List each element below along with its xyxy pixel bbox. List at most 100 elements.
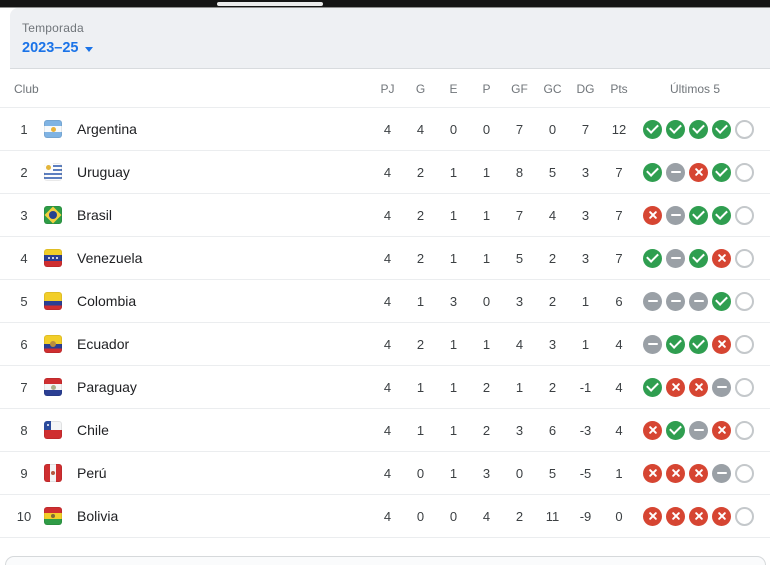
result-win-icon [712,291,731,311]
stat-gc: 5 [548,164,557,180]
stat-pts: 7 [615,207,623,223]
stat-pj: 4 [383,336,392,352]
stat-gc: 3 [548,336,557,352]
stat-pj: 4 [383,422,392,438]
result-win-icon [643,162,662,182]
result-win-icon [689,119,708,139]
result-empty-icon [735,291,754,311]
club-name: Colombia [77,293,137,309]
table-row[interactable]: 5 Colombia 4 1 3 0 3 2 1 6 [0,280,770,323]
stat-e: 3 [449,293,458,309]
season-dropdown[interactable]: 2023–25 [22,40,94,56]
table-row[interactable]: 6 Ecuador 4 2 1 1 4 3 1 4 [0,323,770,366]
stat-gf: 1 [515,379,524,395]
result-win-icon [712,119,731,139]
table-row[interactable]: 4 Venezuela 4 2 1 1 5 2 3 7 [0,237,770,280]
stat-gc: 2 [548,250,557,266]
result-win-icon [643,119,662,139]
flag-brasil-icon [44,206,62,224]
table-row[interactable]: 10 Bolivia 4 0 0 4 2 11 -9 0 [0,495,770,538]
stat-gc: 11 [545,508,560,524]
stat-p: 1 [482,164,491,180]
stat-p: 2 [482,422,491,438]
row-last5 [636,463,754,483]
result-draw-icon [712,463,731,483]
col-header-club: Club [14,81,39,96]
stat-g: 2 [416,164,425,180]
result-loss-icon [643,506,662,526]
stat-e: 0 [449,508,458,524]
result-empty-icon [735,377,754,397]
result-win-icon [666,420,685,440]
result-win-icon [666,119,685,139]
stat-gf: 2 [515,508,524,524]
stat-e: 1 [449,250,458,266]
season-label: Temporada [22,21,84,35]
table-row[interactable]: 7 Paraguay 4 1 1 2 1 2 -1 4 [0,366,770,409]
result-win-icon [643,248,662,268]
stat-dg: 3 [581,164,590,180]
result-loss-icon [666,377,685,397]
result-empty-icon [735,420,754,440]
stat-gc: 0 [548,121,557,137]
row-last5 [636,334,754,354]
table-row[interactable]: 8 Chile 4 1 1 2 3 6 -3 4 [0,409,770,452]
stat-e: 0 [449,121,458,137]
stat-p: 1 [482,336,491,352]
stat-p: 1 [482,250,491,266]
stat-pts: 4 [615,379,623,395]
result-loss-icon [712,506,731,526]
season-section: Temporada 2023–25 [10,8,770,69]
stat-g: 4 [416,121,425,137]
stat-dg: 3 [581,250,590,266]
row-stats: 4 2 1 1 7 4 3 7 [371,208,636,223]
row-stats: 4 1 1 2 3 6 -3 4 [371,423,636,438]
result-loss-icon [689,506,708,526]
stat-dg: 7 [581,121,590,137]
stat-pts: 4 [615,336,623,352]
stat-e: 1 [449,336,458,352]
stat-dg: -1 [579,379,592,395]
result-win-icon [712,205,731,225]
flag-ecuador-icon [44,335,62,353]
row-last5 [636,162,754,182]
result-empty-icon [735,205,754,225]
table-row[interactable]: 9 Perú 4 0 1 3 0 5 -5 1 [0,452,770,495]
table-row[interactable]: 3 Brasil 4 2 1 1 7 4 3 7 [0,194,770,237]
stat-g: 1 [416,422,425,438]
result-win-icon [643,377,662,397]
result-loss-icon [689,463,708,483]
row-position: 10 [16,508,32,524]
row-stats: 4 0 1 3 0 5 -5 1 [371,466,636,481]
row-last5 [636,377,754,397]
scrubber-handle[interactable] [217,2,323,6]
row-position: 3 [20,207,28,223]
stat-dg: -3 [579,422,592,438]
table-row[interactable]: 1 Argentina 4 4 0 0 7 0 7 12 [0,108,770,151]
result-loss-icon [712,248,731,268]
chevron-down-icon [85,46,94,52]
col-header-gc: GC [543,81,562,96]
club-name: Uruguay [77,164,130,180]
result-draw-icon [643,334,662,354]
row-position: 9 [20,465,28,481]
stat-pts: 0 [615,508,623,524]
stat-gf: 0 [515,465,524,481]
col-header-p: P [482,81,491,96]
stat-dg: -5 [579,465,592,481]
stat-g: 2 [416,336,425,352]
stat-p: 1 [482,207,491,223]
row-stats: 4 4 0 0 7 0 7 12 [371,122,636,137]
stat-gc: 5 [548,465,557,481]
flag-peru-icon [44,464,62,482]
result-win-icon [666,334,685,354]
result-draw-icon [666,205,685,225]
stat-dg: 1 [581,293,590,309]
stat-gf: 7 [515,207,524,223]
stat-gf: 5 [515,250,524,266]
stat-dg: -9 [579,508,592,524]
row-position: 2 [20,164,28,180]
stat-pj: 4 [383,465,392,481]
